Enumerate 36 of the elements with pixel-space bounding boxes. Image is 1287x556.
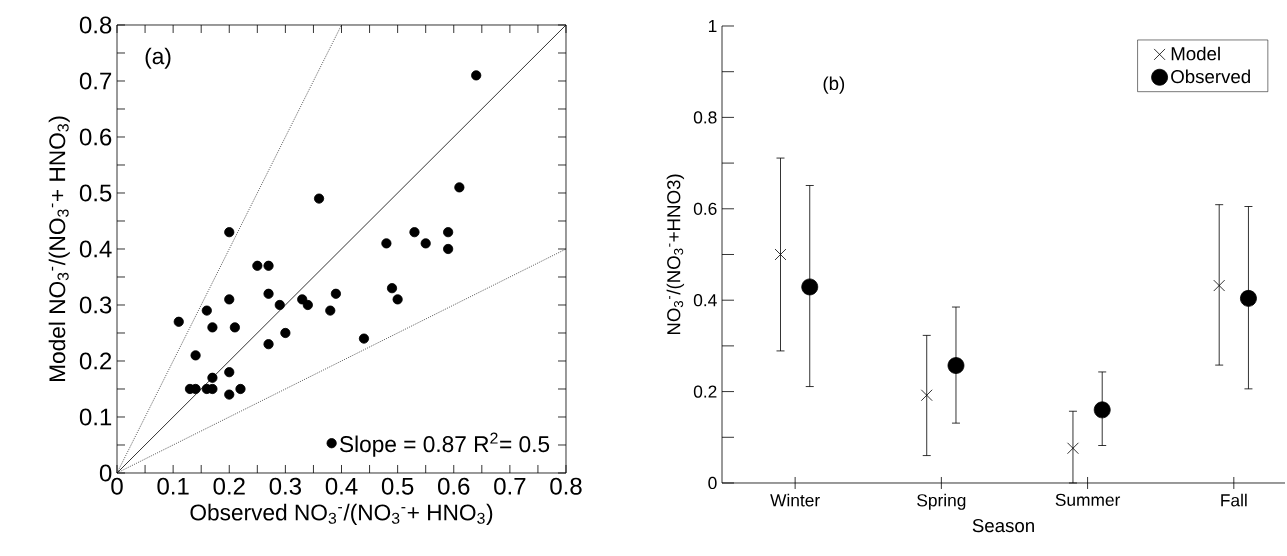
x-tick-label: Spring <box>917 493 966 510</box>
y-tick-label: 0.7 <box>79 72 112 90</box>
x-tick-label: 0.8 <box>550 477 582 495</box>
y-tick-label: 0.2 <box>79 352 112 370</box>
x-tick-label: 0.4 <box>325 477 358 495</box>
x-tick-label: 0 <box>111 477 123 495</box>
text: Observed NO$_{3}$$^{-}$/(NO$_{3}$$^{-}$+ HNO$_{3}$) <box>190 503 493 525</box>
x-tick-label: 0.6 <box>438 477 470 495</box>
y-tick-label: 1 <box>708 20 717 32</box>
y-tick-label: 0.5 <box>79 184 112 202</box>
x-tick-label: 0.1 <box>157 477 189 495</box>
x-tick-label: Winter <box>770 493 820 507</box>
x-tick-label: Fall <box>1221 493 1247 507</box>
y-tick-label: 0.6 <box>79 128 112 146</box>
legend-label: Observed <box>1171 69 1250 84</box>
x-tick-label: 0.3 <box>269 477 302 495</box>
x-tick-label: 0.5 <box>381 477 414 495</box>
x-axis-title: Season <box>972 518 1034 533</box>
y-tick-label: 0.1 <box>79 408 112 426</box>
annotation: (b) <box>823 76 845 94</box>
x-tick-label: 0.2 <box>213 477 245 495</box>
legend-label: Slope = 0.87 R$^{2}$= 0.5 <box>339 432 550 457</box>
y-tick-label: 0.4 <box>693 294 717 307</box>
y-axis-title: NO$_{3}$$^{-}$/(NO$_{3}$$^{-}$+HNO3) <box>666 174 685 335</box>
x-tick-label: Summer <box>1055 493 1121 506</box>
y-tick-label: 0 <box>99 464 112 482</box>
y-tick-label: 0.4 <box>79 240 112 258</box>
legend-label: Model <box>1171 46 1220 61</box>
text: Model NO$_{3}$$^{-}$/(NO$_{3}$$^{-}$+ HNO$_{3}$) <box>48 116 70 381</box>
y-tick-label: 0.6 <box>693 202 717 215</box>
annotation: (a) <box>145 47 171 69</box>
x-tick-label: 0.7 <box>494 477 526 495</box>
y-tick-label: 0.3 <box>79 296 112 314</box>
y-tick-label: 0.8 <box>79 16 112 34</box>
y-tick-label: 0.2 <box>693 385 717 398</box>
y-tick-label: 0.8 <box>693 111 717 124</box>
